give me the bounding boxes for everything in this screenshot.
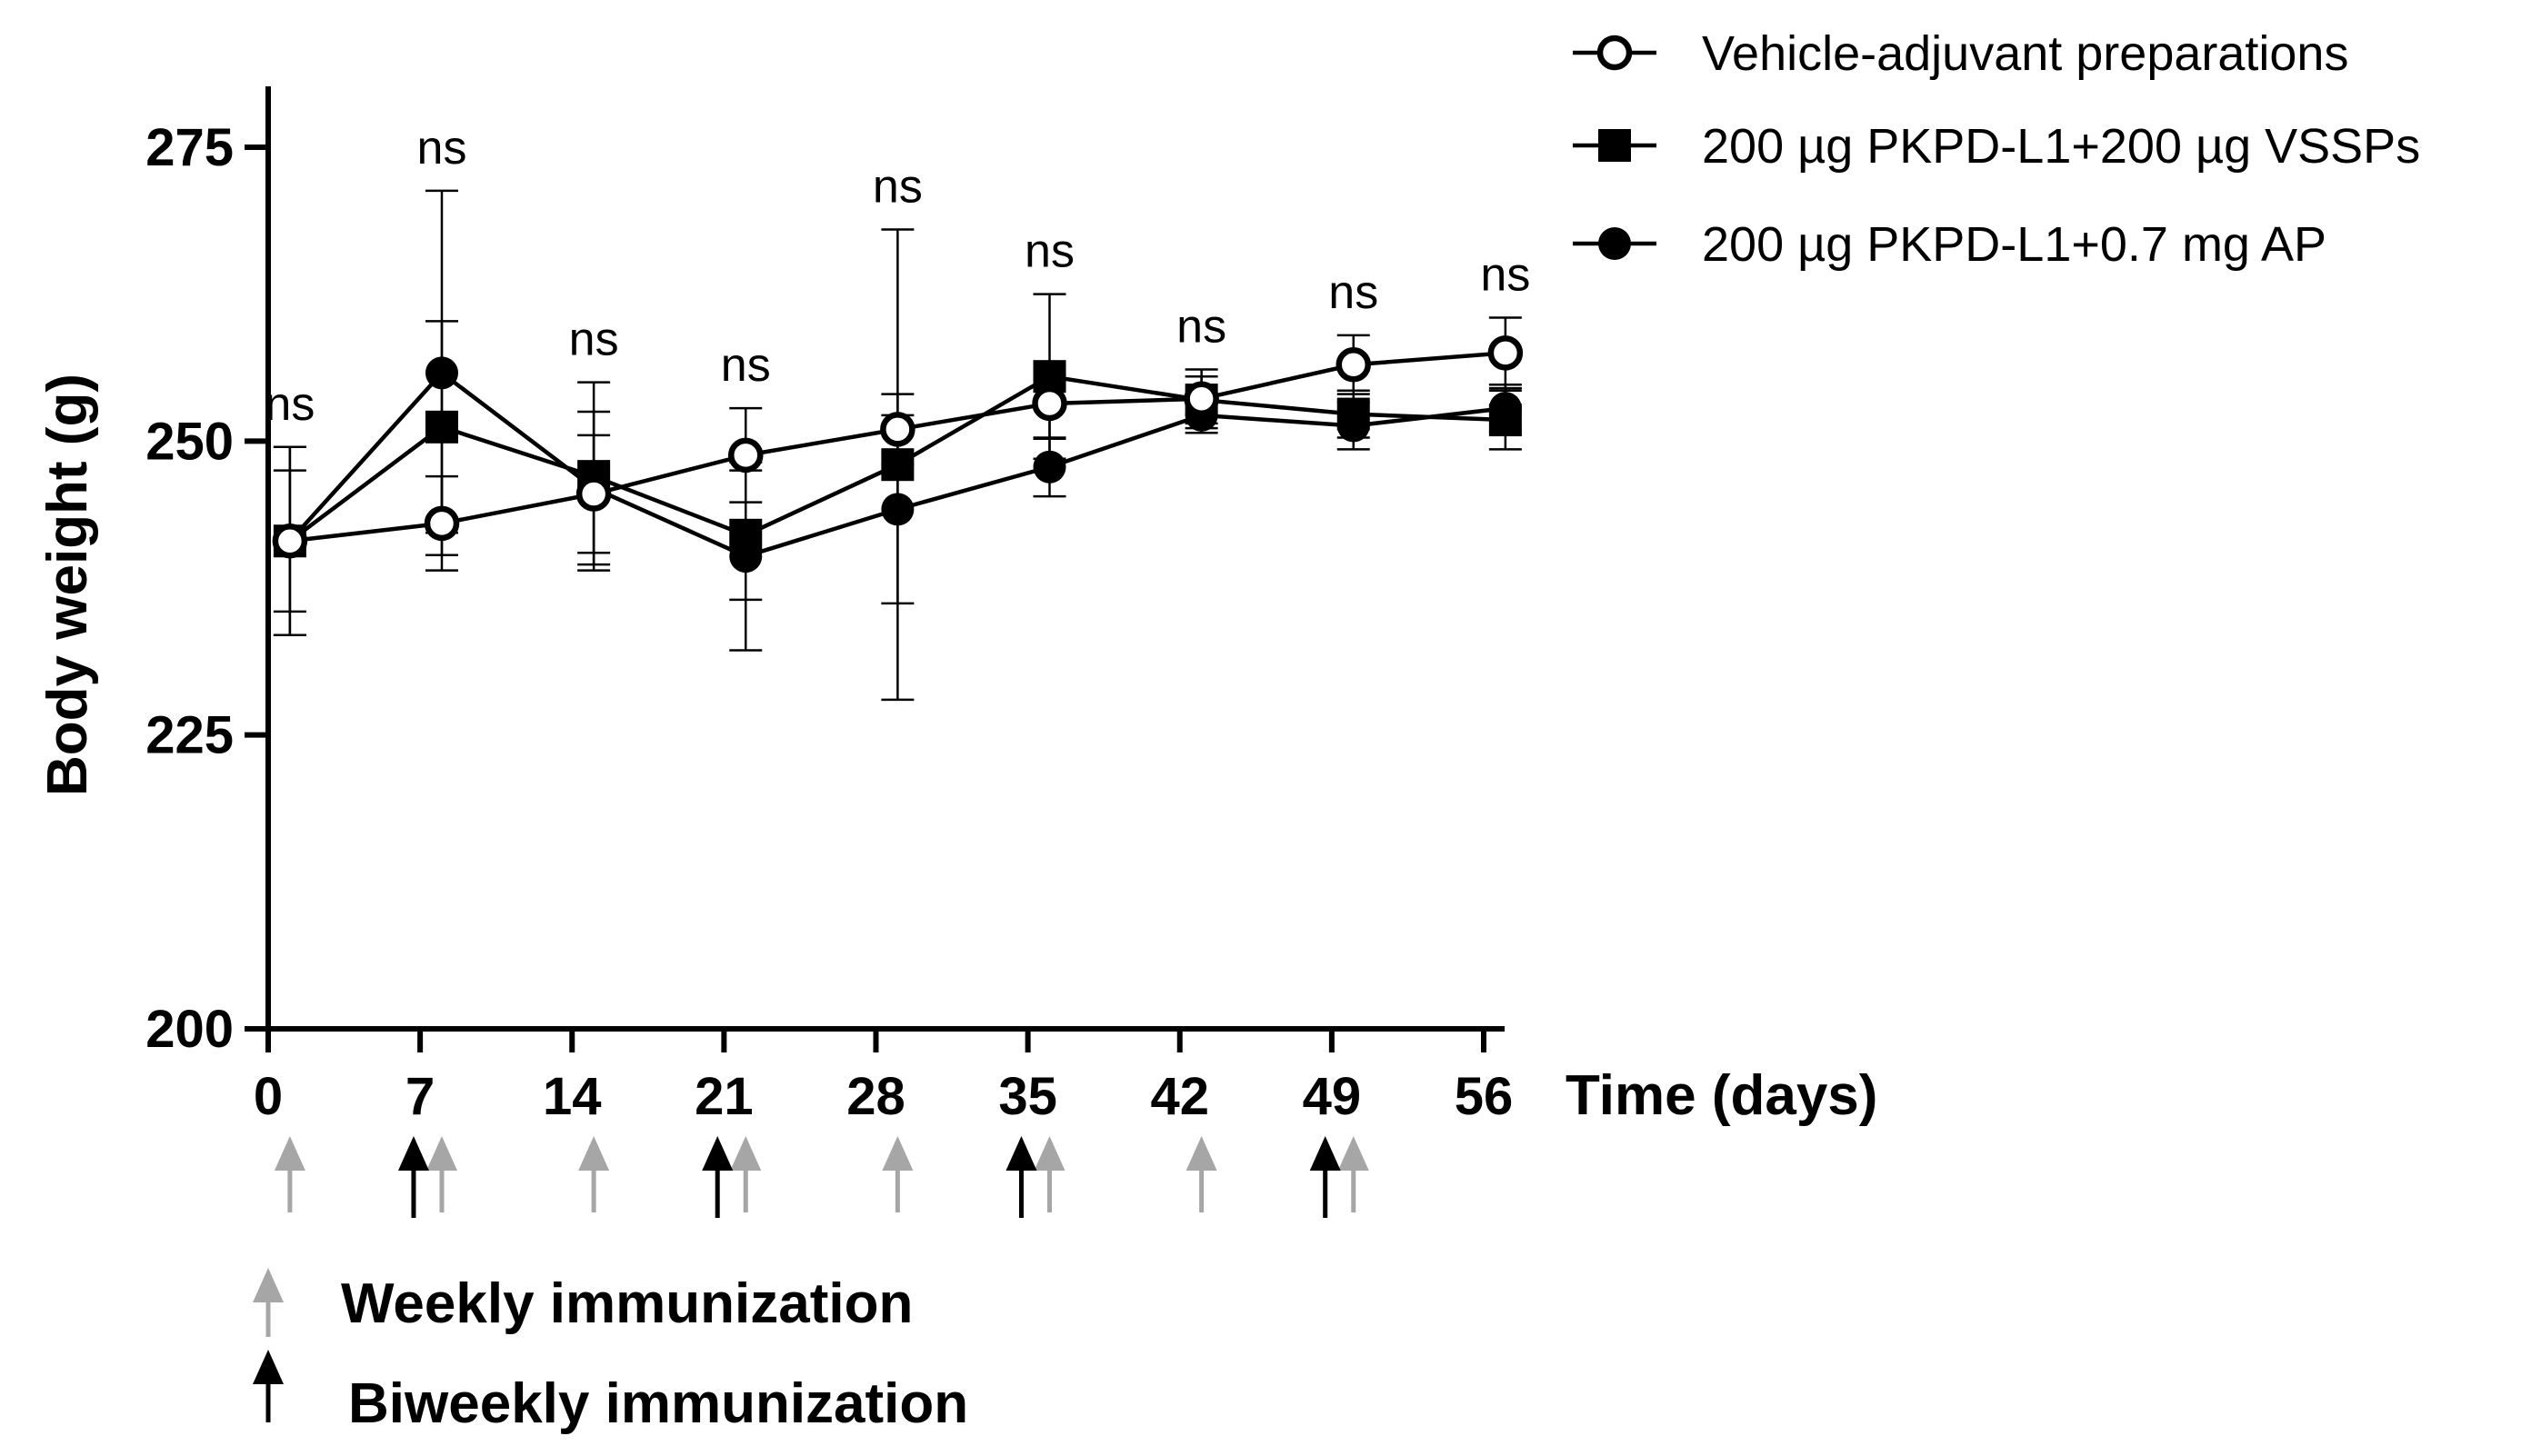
y-tick-label: 275: [145, 118, 234, 177]
arrow-head: [882, 1136, 914, 1171]
weekly-immunization-label: Weekly immunization: [341, 1272, 913, 1335]
x-axis-title: Time (days): [1566, 1064, 1877, 1127]
arrow-head: [730, 1136, 762, 1171]
weekly-key-arrow: [253, 1268, 284, 1337]
legend-marker-icon: [1598, 227, 1631, 260]
x-tick-label: 0: [254, 1067, 283, 1126]
x-tick-label: 42: [1150, 1067, 1209, 1126]
x-tick-label: 14: [543, 1067, 602, 1126]
weekly-arrow-icon: [1337, 1136, 1369, 1212]
data-point: [729, 540, 763, 573]
legend-marker-icon: [1596, 35, 1633, 71]
legend-label: 200 µg PKPD-L1+0.7 mg AP: [1702, 217, 2326, 272]
data-point: [1184, 381, 1219, 417]
biweekly-key-arrow: [253, 1350, 284, 1422]
y-axis-title: Body weight (g): [36, 374, 99, 796]
arrow-head: [426, 1136, 457, 1171]
ns-label: ns: [1328, 266, 1378, 319]
weekly-arrow-icon: [426, 1136, 457, 1212]
weekly-arrow-icon: [253, 1268, 284, 1337]
weekly-arrow-icon: [578, 1136, 610, 1212]
axes: [265, 86, 1505, 1032]
ns-label: ns: [873, 161, 923, 214]
data-point: [728, 437, 764, 474]
arrow-head: [253, 1350, 284, 1384]
data-point: [1336, 347, 1371, 383]
arrow-head: [1185, 1136, 1217, 1171]
legend-marker-icon: [1598, 129, 1631, 162]
x-tick-label: 7: [405, 1067, 435, 1126]
significance-labels: ns ns ns ns ns ns ns ns ns: [265, 122, 1530, 431]
y-tick-label: 200: [145, 1000, 234, 1059]
data-point: [425, 356, 458, 390]
arrow-head: [578, 1136, 610, 1171]
x-ticks: 0 7 14 21 28 35 42 49 56: [254, 1029, 1513, 1126]
ns-label: ns: [265, 378, 315, 431]
biweekly-arrow-icon: [1309, 1136, 1341, 1218]
ns-label: ns: [721, 339, 771, 392]
arrow-head: [1034, 1136, 1065, 1171]
x-tick-label: 35: [998, 1067, 1057, 1126]
y-tick-label: 250: [145, 412, 234, 471]
weekly-arrow-icon: [1034, 1136, 1065, 1212]
legend: Vehicle-adjuvant preparations 200 µg PKPD…: [1573, 26, 2420, 272]
arrow-head: [397, 1136, 429, 1171]
data-point: [1032, 385, 1067, 422]
arrow-head: [1337, 1136, 1369, 1171]
arrow-head: [702, 1136, 734, 1171]
weekly-arrow-icon: [882, 1136, 914, 1212]
data-point: [424, 505, 460, 542]
legend-label: 200 µg PKPD-L1+200 µg VSSPs: [1702, 119, 2420, 174]
weekly-arrow-icon: [1185, 1136, 1217, 1212]
data-point: [880, 412, 915, 447]
ns-label: ns: [1176, 300, 1226, 353]
arrow-head: [274, 1136, 305, 1171]
data-point: [881, 493, 915, 526]
arrow-head: [253, 1268, 284, 1302]
series-markers: [272, 335, 1524, 573]
data-point: [272, 524, 308, 559]
x-tick-label: 49: [1303, 1067, 1362, 1126]
ns-label: ns: [569, 314, 619, 366]
x-tick-label: 28: [846, 1067, 905, 1126]
biweekly-arrow-icon: [253, 1350, 284, 1422]
data-point: [1336, 409, 1370, 443]
data-point: [1033, 450, 1066, 484]
y-ticks: 200 225 250 275: [145, 118, 268, 1059]
ns-label: ns: [1025, 225, 1075, 278]
data-point: [881, 448, 915, 482]
immunization-key: Weekly immunization Biweekly immunizatio…: [253, 1268, 968, 1435]
ns-label: ns: [1480, 249, 1530, 302]
biweekly-arrow-icon: [397, 1136, 429, 1218]
biweekly-arrow-icon: [702, 1136, 734, 1218]
y-tick-label: 225: [145, 706, 234, 765]
immunization-arrows: [274, 1136, 1369, 1218]
legend-label: Vehicle-adjuvant preparations: [1702, 26, 2348, 81]
weekly-arrow-icon: [274, 1136, 305, 1212]
arrow-head: [1005, 1136, 1037, 1171]
biweekly-arrow-icon: [1005, 1136, 1037, 1218]
ns-label: ns: [417, 122, 467, 175]
data-point: [425, 410, 458, 444]
data-point: [1487, 335, 1524, 371]
biweekly-immunization-label: Biweekly immunization: [348, 1372, 968, 1435]
weekly-arrow-icon: [730, 1136, 762, 1212]
arrow-head: [1309, 1136, 1341, 1171]
data-point: [575, 476, 612, 512]
x-tick-label: 21: [695, 1067, 754, 1126]
data-point: [1488, 392, 1522, 425]
x-tick-label: 56: [1455, 1067, 1514, 1126]
